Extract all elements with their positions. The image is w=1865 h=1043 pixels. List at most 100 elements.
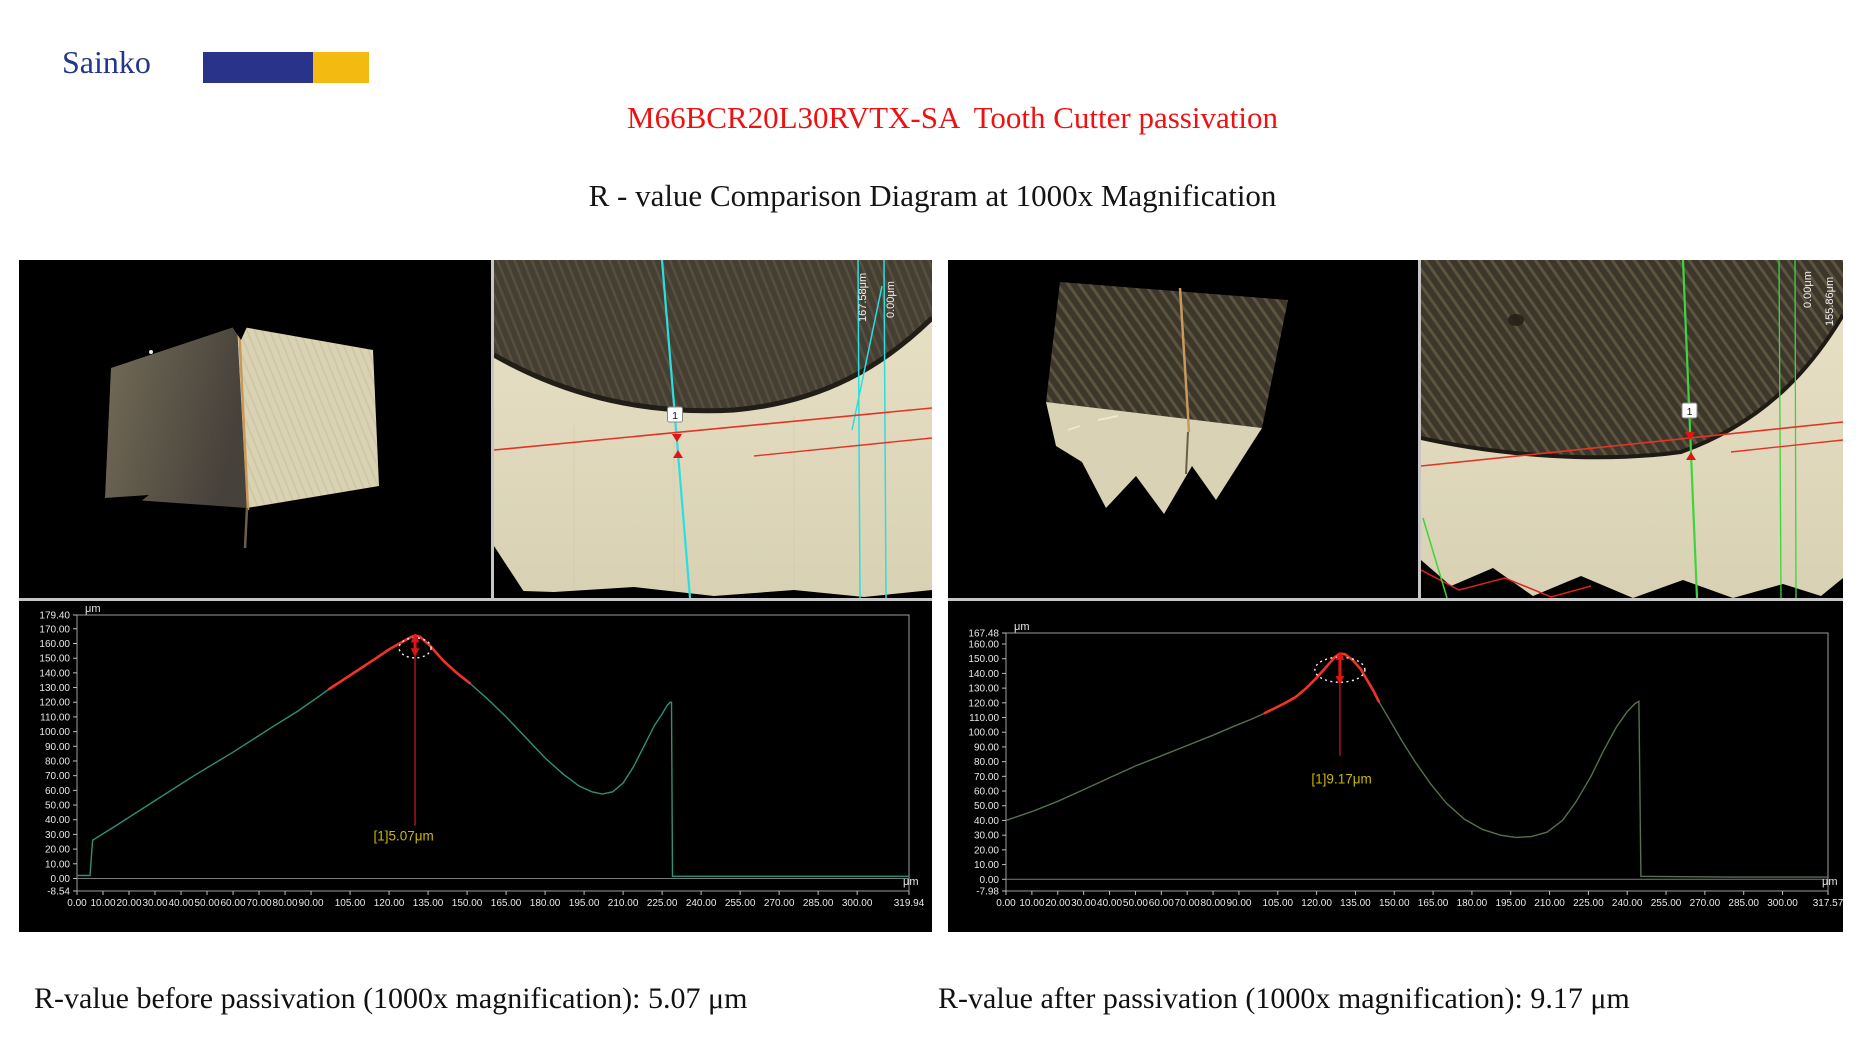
- svg-text:285.00: 285.00: [803, 898, 834, 909]
- measure-point-label: 1: [1687, 406, 1693, 418]
- svg-text:60.00: 60.00: [974, 787, 999, 798]
- svg-text:300.00: 300.00: [1767, 898, 1798, 909]
- svg-text:120.00: 120.00: [968, 698, 999, 709]
- svg-text:40.00: 40.00: [1097, 898, 1122, 909]
- profile-section-line: [1681, 260, 1699, 598]
- svg-text:20.00: 20.00: [1045, 898, 1070, 909]
- measure-reference-line: [1421, 421, 1843, 467]
- panel-before-passivation: 1 167.58μm 0.00μm 179.40 170.00 160.00 150.…: [19, 260, 932, 932]
- svg-text:150.00: 150.00: [968, 654, 999, 665]
- svg-text:150.00: 150.00: [452, 898, 483, 909]
- cutting-edge-ridge: [1178, 287, 1191, 433]
- svg-text:60.00: 60.00: [45, 786, 70, 797]
- svg-text:30.00: 30.00: [142, 898, 167, 909]
- svg-text:0.00: 0.00: [980, 875, 1000, 886]
- profile-section-line: [660, 260, 692, 598]
- svg-text:μm: μm: [903, 876, 919, 888]
- svg-text:20.00: 20.00: [45, 845, 70, 856]
- surface-defect-spot: [1508, 314, 1524, 326]
- svg-text:80.00: 80.00: [974, 757, 999, 768]
- brand-bar-gold: [313, 52, 369, 83]
- svg-text:225.00: 225.00: [1573, 898, 1604, 909]
- svg-text:110.00: 110.00: [40, 712, 70, 723]
- svg-text:319.94: 319.94: [894, 898, 925, 909]
- svg-text:170.00: 170.00: [39, 624, 70, 635]
- measure-tick-upper: [1685, 432, 1695, 440]
- page-subtitle: R - value Comparison Diagram at 1000x Ma…: [588, 178, 1277, 213]
- svg-text:μm: μm: [85, 603, 101, 615]
- svg-text:270.00: 270.00: [1690, 898, 1721, 909]
- svg-text:140.00: 140.00: [968, 669, 999, 680]
- svg-text:180.00: 180.00: [1457, 898, 1488, 909]
- measure-tick-lower: [673, 450, 683, 458]
- svg-text:255.00: 255.00: [1651, 898, 1682, 909]
- svg-text:70.00: 70.00: [45, 771, 70, 782]
- tool-edge-boundary: [1421, 313, 1843, 460]
- svg-text:210.00: 210.00: [1534, 898, 1565, 909]
- tool-surface-bright: [237, 326, 379, 508]
- height-scale-min-label: 0.00μm: [1802, 271, 1814, 308]
- svg-text:300.00: 300.00: [842, 898, 873, 909]
- svg-text:180.00: 180.00: [530, 898, 561, 909]
- svg-text:70.00: 70.00: [1175, 898, 1200, 909]
- svg-text:120.00: 120.00: [1301, 898, 1332, 909]
- height-scale-max-label: 155.86μm: [1824, 277, 1836, 326]
- svg-text:10.00: 10.00: [90, 898, 115, 909]
- svg-text:100.00: 100.00: [968, 728, 999, 739]
- svg-text:179.40: 179.40: [39, 611, 70, 622]
- tool-surface-shaded: [105, 326, 247, 508]
- svg-text:80.00: 80.00: [45, 756, 70, 767]
- tool-dark-region: [1421, 260, 1843, 458]
- caption-after: R-value after passivation (1000x magnifi…: [938, 982, 1630, 1015]
- image-divider: [1418, 260, 1421, 598]
- svg-text:255.00: 255.00: [725, 898, 756, 909]
- svg-text:40.00: 40.00: [974, 816, 999, 827]
- svg-text:225.00: 225.00: [647, 898, 678, 909]
- svg-text:90.00: 90.00: [1226, 898, 1251, 909]
- svg-text:120.00: 120.00: [374, 898, 405, 909]
- height-scale-min-label: 0.00μm: [885, 281, 897, 318]
- scale-line-max: [857, 260, 861, 598]
- page-title: M66BCR20L30RVTX-SA Tooth Cutter passivat…: [627, 100, 1278, 135]
- microscopy-images-before: 1 167.58μm 0.00μm: [19, 260, 932, 598]
- svg-text:70.00: 70.00: [974, 772, 999, 783]
- svg-text:30.00: 30.00: [1071, 898, 1096, 909]
- panel-divider: [19, 598, 932, 601]
- svg-text:μm: μm: [1822, 876, 1838, 888]
- svg-text:195.00: 195.00: [569, 898, 600, 909]
- svg-text:105.00: 105.00: [335, 898, 366, 909]
- svg-text:195.00: 195.00: [1495, 898, 1526, 909]
- svg-text:165.00: 165.00: [1418, 898, 1449, 909]
- svg-text:160.00: 160.00: [968, 639, 999, 650]
- svg-text:135.00: 135.00: [1340, 898, 1371, 909]
- svg-text:10.00: 10.00: [974, 860, 999, 871]
- svg-text:50.00: 50.00: [45, 801, 70, 812]
- measure-edge-trace: [1421, 569, 1592, 598]
- svg-text:130.00: 130.00: [968, 684, 999, 695]
- svg-text:80.00: 80.00: [1201, 898, 1226, 909]
- svg-text:10.00: 10.00: [1019, 898, 1044, 909]
- svg-text:20.00: 20.00: [116, 898, 141, 909]
- svg-text:80.00: 80.00: [273, 898, 298, 909]
- microscope-top-view-before: 1 167.58μm 0.00μm: [494, 260, 932, 598]
- svg-text:105.00: 105.00: [1262, 898, 1293, 909]
- svg-text:70.00: 70.00: [247, 898, 272, 909]
- svg-text:μm: μm: [1014, 621, 1030, 633]
- svg-text:30.00: 30.00: [45, 830, 70, 841]
- svg-text:0.00: 0.00: [996, 898, 1016, 909]
- svg-text:317.57: 317.57: [1813, 898, 1843, 909]
- svg-text:130.00: 130.00: [39, 683, 70, 694]
- microscope-3d-view-after: [948, 260, 1418, 598]
- svg-text:90.00: 90.00: [299, 898, 324, 909]
- tool-striped-surface: [1046, 282, 1288, 428]
- svg-text:90.00: 90.00: [974, 742, 999, 753]
- image-divider: [491, 260, 494, 598]
- svg-text:50.00: 50.00: [974, 801, 999, 812]
- svg-text:40.00: 40.00: [169, 898, 194, 909]
- panel-divider: [948, 598, 1843, 601]
- svg-text:[1]5.07μm: [1]5.07μm: [373, 828, 433, 843]
- svg-text:135.00: 135.00: [413, 898, 444, 909]
- svg-text:0.00: 0.00: [51, 874, 71, 885]
- brand-bar-navy: [203, 52, 313, 83]
